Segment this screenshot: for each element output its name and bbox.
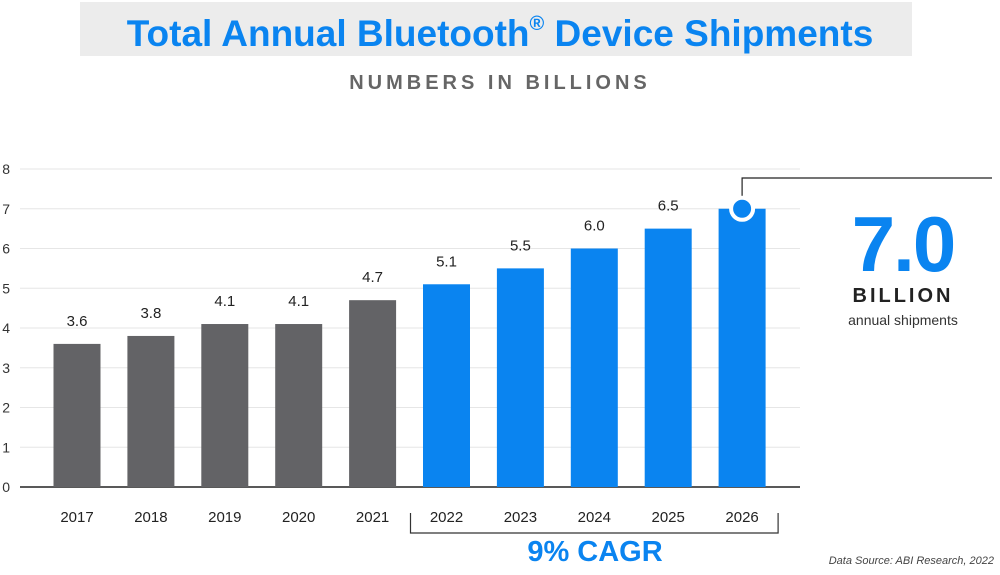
- x-tick-label-2024: 2024: [578, 509, 611, 526]
- chart-title-end: Device Shipments: [544, 13, 874, 54]
- bar-2023: [496, 268, 544, 487]
- title-band: [80, 2, 912, 56]
- x-tick-label-2018: 2018: [134, 509, 167, 526]
- y-tick-label: 5: [2, 280, 10, 296]
- y-tick-label: 1: [2, 439, 10, 455]
- y-tick-label: 0: [2, 479, 10, 495]
- bar-2026: [718, 208, 766, 487]
- chart-title: Total Annual Bluetooth® Device Shipments: [0, 2, 1000, 56]
- x-tick-label-2026: 2026: [725, 509, 758, 526]
- callout-leader-line: [741, 177, 992, 199]
- y-tick-label: 7: [2, 201, 10, 217]
- x-tick-label-2017: 2017: [60, 509, 93, 526]
- x-tick-label-2021: 2021: [356, 509, 389, 526]
- bar-2021: [349, 300, 397, 487]
- bar-2020: [275, 324, 323, 487]
- bar-2022: [423, 284, 470, 487]
- cagr-bracket: [409, 513, 779, 534]
- bar-2025: [644, 228, 692, 487]
- data-label-2018: 3.8: [140, 305, 161, 322]
- callout-unit: BILLION: [852, 285, 954, 307]
- data-label-2021: 4.7: [362, 269, 383, 286]
- chart-subtitle: NUMBERS IN BILLIONS: [349, 72, 651, 94]
- data-label-2020: 4.1: [288, 293, 309, 310]
- y-tick-label: 4: [2, 320, 10, 336]
- bar-2018: [127, 335, 175, 487]
- y-tick-label: 2: [2, 400, 10, 416]
- data-label-2025: 6.5: [658, 198, 679, 215]
- y-tick-label: 6: [2, 241, 10, 257]
- callout-description: annual shipments: [848, 312, 958, 328]
- bar-2024: [570, 248, 618, 487]
- data-label-2017: 3.6: [67, 313, 88, 330]
- chart-title-text: Total Annual Bluetooth: [126, 13, 530, 54]
- bar-2017: [53, 343, 101, 487]
- callout-marker-circle: [729, 195, 756, 222]
- callout-value: 7.0: [851, 200, 956, 288]
- x-tick-label-2022: 2022: [430, 509, 463, 526]
- data-label-2023: 5.5: [510, 237, 531, 254]
- data-label-2024: 6.0: [584, 218, 605, 235]
- bar-2019: [201, 324, 249, 487]
- x-tick-label-2020: 2020: [282, 509, 315, 526]
- cagr-label: 9% CAGR: [527, 536, 663, 568]
- registered-mark: ®: [529, 13, 545, 35]
- x-tick-label-2025: 2025: [652, 509, 685, 526]
- y-tick-label: 8: [2, 161, 10, 177]
- data-source: Data Source: ABI Research, 2022: [828, 555, 994, 567]
- data-label-2022: 5.1: [436, 253, 457, 270]
- y-tick-label: 3: [2, 360, 10, 376]
- x-tick-label-2023: 2023: [504, 509, 537, 526]
- data-label-2019: 4.1: [214, 293, 235, 310]
- x-tick-label-2019: 2019: [208, 509, 241, 526]
